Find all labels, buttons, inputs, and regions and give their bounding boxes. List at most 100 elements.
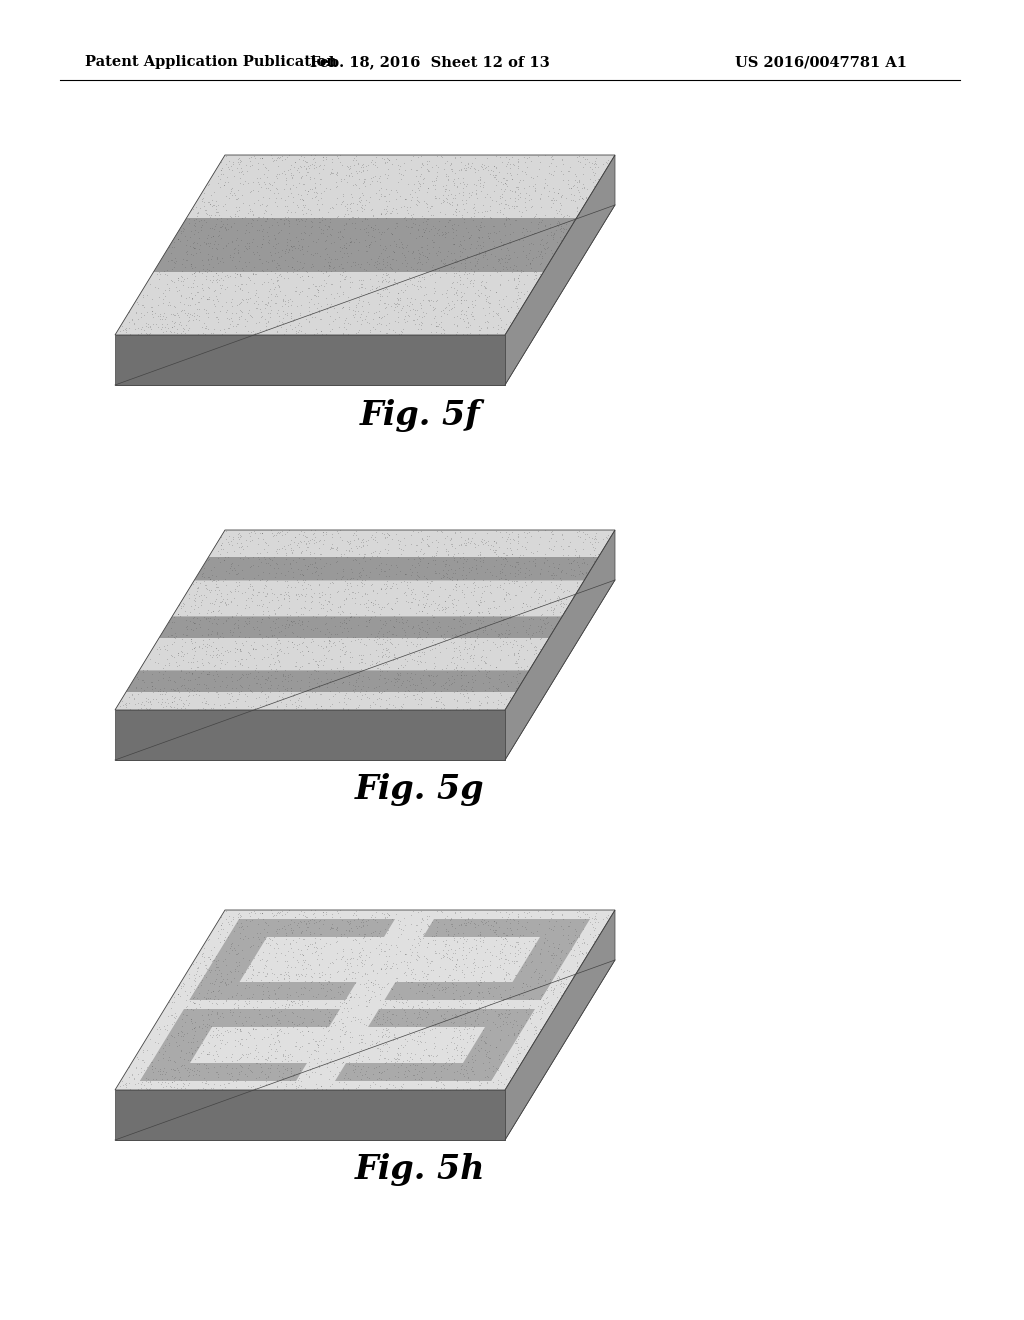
Point (343, 605, 359, 626)
Point (185, 1061, 202, 1082)
Point (133, 1057, 150, 1078)
Point (285, 561, 301, 582)
Point (410, 627, 426, 648)
Point (443, 647, 460, 668)
Point (410, 160, 426, 181)
Point (489, 925, 506, 946)
Point (396, 619, 413, 640)
Point (187, 1039, 204, 1060)
Point (502, 528, 518, 549)
Point (201, 664, 217, 685)
Point (306, 543, 323, 564)
Point (257, 585, 273, 606)
Point (498, 585, 514, 606)
Point (269, 168, 286, 189)
Point (356, 309, 373, 330)
Point (498, 1068, 514, 1089)
Point (341, 602, 357, 623)
Point (232, 172, 249, 193)
Point (291, 928, 307, 949)
Point (172, 606, 188, 627)
Point (488, 322, 505, 343)
Point (257, 965, 273, 986)
Point (457, 255, 473, 276)
Point (403, 618, 420, 639)
Point (416, 222, 432, 243)
Point (144, 314, 161, 335)
Point (333, 568, 349, 589)
Point (201, 1015, 217, 1036)
Point (310, 911, 327, 932)
Point (233, 273, 250, 294)
Point (223, 970, 240, 991)
Point (521, 1007, 538, 1028)
Point (455, 1028, 471, 1049)
Point (198, 315, 214, 337)
Point (202, 581, 218, 602)
Point (261, 656, 278, 677)
Point (295, 644, 311, 665)
Point (266, 557, 283, 578)
Point (223, 606, 240, 627)
Point (425, 986, 441, 1007)
Point (167, 1052, 183, 1073)
Point (543, 902, 559, 923)
Point (306, 147, 323, 168)
Point (356, 277, 373, 298)
Point (499, 176, 515, 197)
Point (462, 314, 478, 335)
Point (485, 556, 502, 577)
Point (406, 928, 422, 949)
Point (210, 194, 226, 215)
Point (504, 147, 520, 168)
Point (187, 595, 204, 616)
Point (555, 528, 571, 549)
Point (433, 193, 450, 214)
Point (498, 688, 514, 709)
Point (186, 993, 203, 1014)
Point (197, 692, 213, 713)
Point (421, 535, 437, 556)
Point (206, 668, 222, 689)
Point (368, 639, 384, 660)
Point (280, 997, 296, 1018)
Point (490, 665, 507, 686)
Point (322, 573, 338, 594)
Point (487, 281, 504, 302)
Point (449, 1078, 465, 1100)
Point (174, 1015, 190, 1036)
Point (451, 576, 467, 597)
Point (180, 685, 197, 706)
Point (457, 160, 473, 181)
Point (388, 935, 404, 956)
Point (470, 248, 486, 269)
Point (468, 942, 484, 964)
Point (285, 165, 301, 186)
Point (579, 523, 595, 544)
Point (334, 1001, 350, 1022)
Point (515, 236, 531, 257)
Point (368, 652, 384, 673)
Point (381, 149, 397, 170)
Point (233, 257, 250, 279)
Point (345, 305, 361, 326)
Point (449, 569, 465, 590)
Point (489, 1003, 506, 1024)
Point (522, 921, 539, 942)
Point (419, 150, 435, 172)
Point (466, 929, 482, 950)
Point (223, 911, 240, 932)
Point (440, 948, 457, 969)
Point (184, 1043, 201, 1064)
Point (553, 186, 569, 207)
Point (250, 913, 266, 935)
Point (460, 313, 476, 334)
Point (403, 524, 420, 545)
Point (232, 681, 249, 702)
Point (261, 554, 278, 576)
Point (381, 183, 397, 205)
Point (534, 228, 550, 249)
Point (492, 940, 508, 961)
Point (506, 643, 522, 664)
Point (423, 218, 439, 239)
